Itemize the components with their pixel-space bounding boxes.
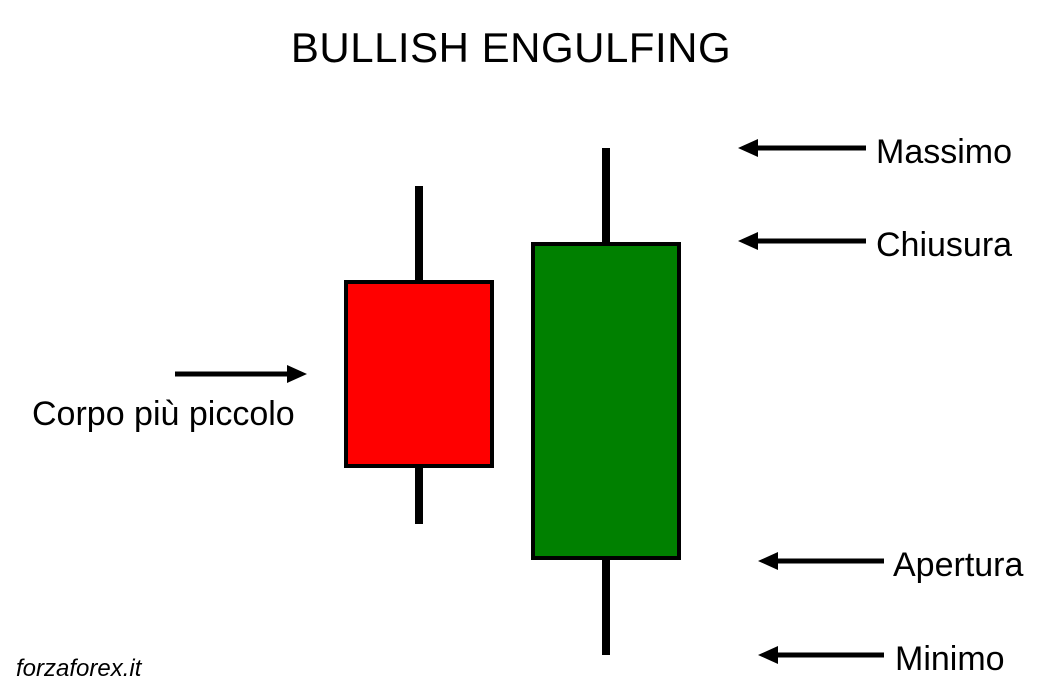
- smaller-body-arrowhead-icon: [287, 365, 307, 383]
- high-arrowhead-icon: [738, 139, 758, 157]
- source-watermark: forzaforex.it: [16, 655, 143, 682]
- open-annotation: Apertura: [758, 546, 1023, 584]
- smaller-body-annotation: Corpo più piccolo: [32, 365, 307, 433]
- close-label: Chiusura: [876, 226, 1012, 264]
- high-label: Massimo: [876, 133, 1012, 171]
- low-label: Minimo: [895, 640, 1005, 678]
- low-annotation: Minimo: [758, 640, 1005, 678]
- open-label: Apertura: [893, 546, 1023, 584]
- bullish-candle-body: [531, 242, 681, 560]
- bearish-candle: [344, 186, 494, 524]
- diagram-title: BULLISH ENGULFING: [291, 24, 731, 71]
- smaller-body-label: Corpo più piccolo: [32, 395, 295, 433]
- close-arrowhead-icon: [738, 232, 758, 250]
- bearish-candle-body: [344, 280, 494, 468]
- high-annotation: Massimo: [738, 133, 1012, 171]
- bullish-candle: [531, 148, 681, 655]
- close-annotation: Chiusura: [738, 226, 1012, 264]
- low-arrowhead-icon: [758, 646, 778, 664]
- open-arrowhead-icon: [758, 552, 778, 570]
